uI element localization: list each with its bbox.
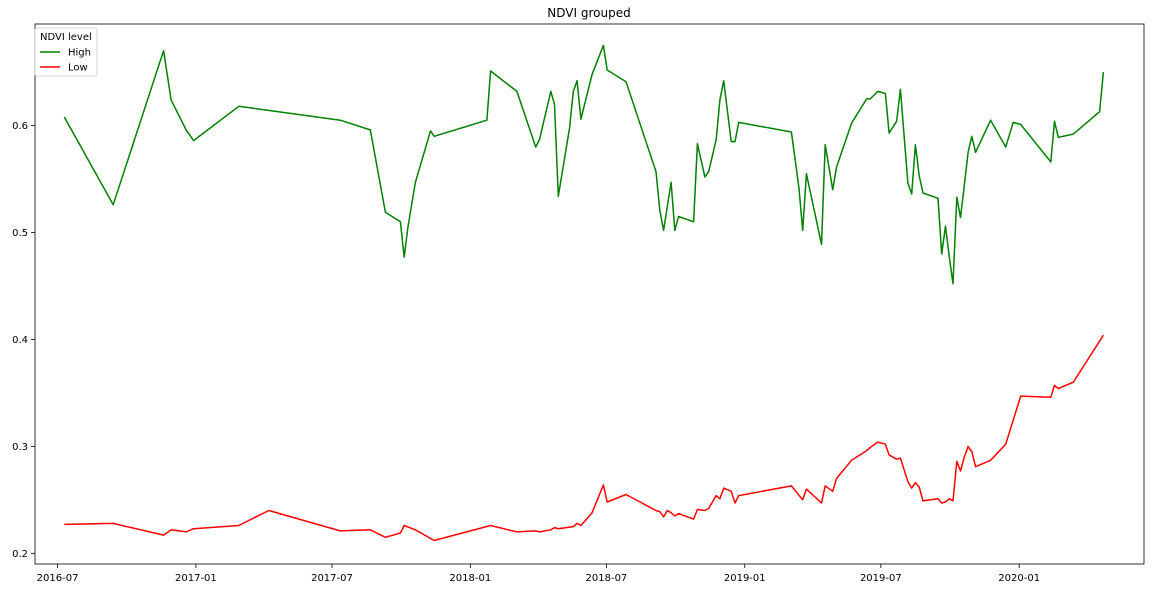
- y-tick-label: 0.6: [12, 121, 28, 132]
- legend: NDVI level High Low: [34, 27, 98, 77]
- y-tick-label: 0.5: [12, 228, 28, 239]
- x-tick-label: 2019-07: [860, 573, 902, 584]
- plot-frame: [34, 23, 1145, 565]
- y-tick-label: 0.3: [12, 442, 28, 453]
- x-tick-label: 2019-01: [724, 573, 766, 584]
- y-tick-label: 0.4: [12, 335, 28, 346]
- x-tick-label: 2017-01: [175, 573, 217, 584]
- chart-title: NDVI grouped: [547, 6, 630, 20]
- x-tick-label: 2018-07: [586, 573, 628, 584]
- y-tick-label: 0.2: [12, 549, 28, 560]
- x-tick-label: 2017-07: [311, 573, 353, 584]
- x-tick-label: 2018-01: [449, 573, 491, 584]
- series-line-low: [64, 334, 1105, 542]
- x-tick-label: 2016-07: [37, 573, 79, 584]
- x-tick-label: 2020-01: [998, 573, 1040, 584]
- legend-label-low: Low: [68, 63, 88, 74]
- series-line-high: [63, 44, 1105, 285]
- legend-title: NDVI level: [40, 32, 92, 43]
- legend-box: [34, 27, 98, 77]
- axes-layer: 2016-07 2017-01 2017-07 2018-01 2018-07 2019-…: [12, 23, 1145, 584]
- plot-layer: [63, 44, 1105, 542]
- legend-label-high: High: [68, 48, 91, 59]
